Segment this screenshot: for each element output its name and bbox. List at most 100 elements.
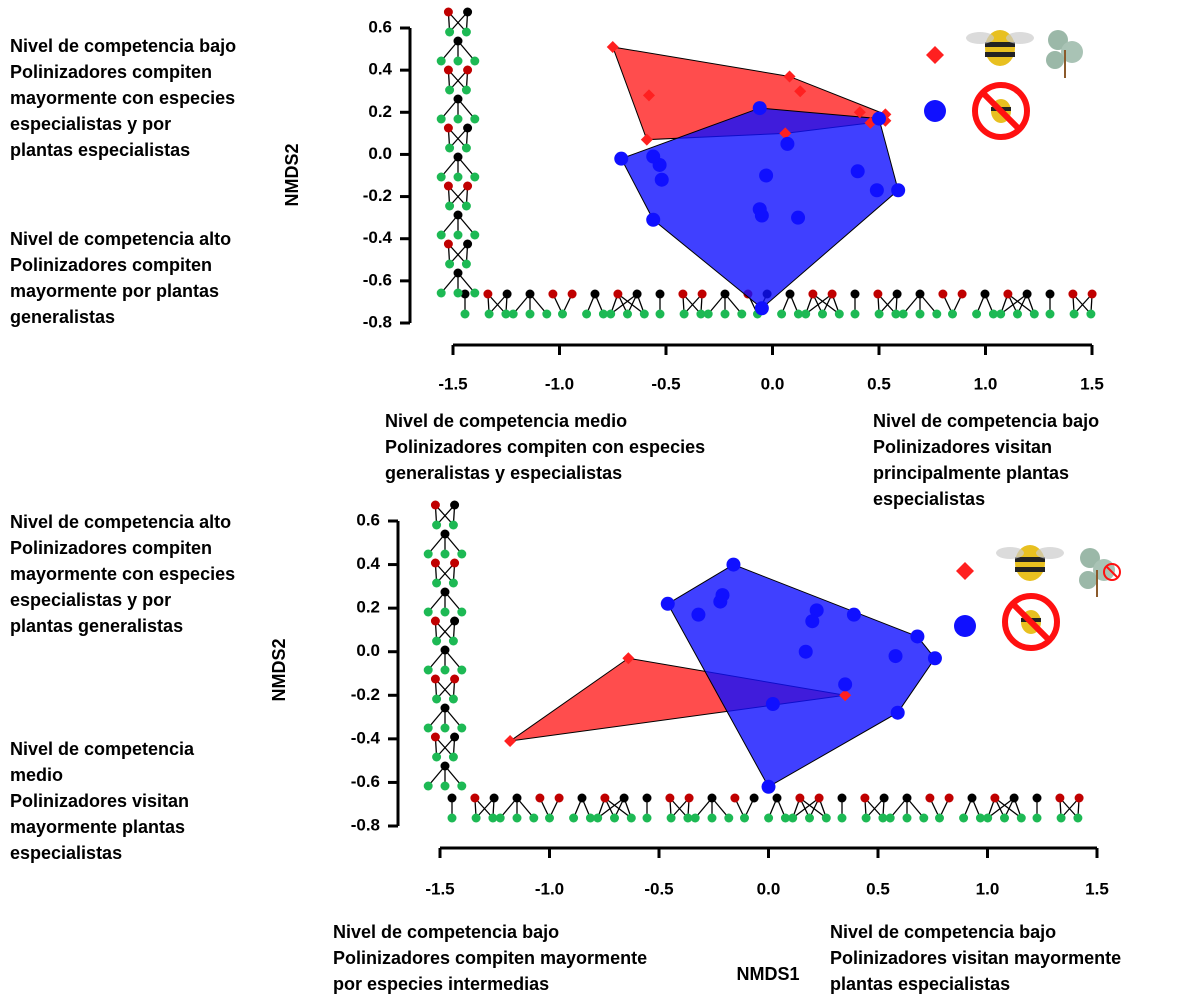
y-tick-label: -0.4 [363, 228, 393, 247]
legend-top [924, 30, 1083, 137]
point [655, 173, 669, 187]
motif-node [613, 290, 622, 299]
motif-node [721, 290, 730, 299]
motif-node [444, 182, 453, 191]
annotation: plantas especialistas [830, 974, 1010, 994]
motif-node [620, 794, 629, 803]
motif-node [485, 310, 494, 319]
motif-node [893, 290, 902, 299]
point [889, 649, 903, 663]
point [755, 209, 769, 223]
annotation: Polinizadores compiten [10, 538, 212, 558]
point [799, 645, 813, 659]
motif-node [470, 231, 479, 240]
motif-node [449, 637, 458, 646]
point [726, 558, 740, 572]
annotation: Polinizadores visitan [873, 437, 1052, 457]
motif-node [454, 173, 463, 182]
motif-node [1000, 814, 1009, 823]
motif-node [777, 310, 786, 319]
motif-node [1068, 290, 1077, 299]
motif-node [450, 559, 459, 568]
motif-node [873, 290, 882, 299]
y-tick-label: -0.6 [363, 270, 392, 289]
motif-node [708, 814, 717, 823]
motif-node [838, 814, 847, 823]
x-tick-label: 0.0 [757, 879, 781, 898]
motif-node [424, 666, 433, 675]
motif-node [457, 550, 466, 559]
annotation: plantas generalistas [10, 616, 183, 636]
motif-node [1023, 290, 1032, 299]
motif-node [815, 794, 824, 803]
motif-node [1070, 310, 1079, 319]
motif-node [764, 814, 773, 823]
motif-node [441, 588, 450, 597]
motif-node [1013, 310, 1022, 319]
motif-node [445, 260, 454, 269]
motif-node [972, 310, 981, 319]
motif-node [786, 290, 795, 299]
motif-node [593, 814, 602, 823]
motif-node [441, 530, 450, 539]
motif-node [462, 28, 471, 37]
y-tick-label: -0.8 [351, 815, 380, 834]
legend-marker [956, 562, 974, 580]
y-tick-label: -0.2 [351, 685, 380, 704]
motif-node [454, 269, 463, 278]
legend-marker [926, 46, 944, 64]
annotation: especialistas [873, 489, 985, 509]
motif-node [431, 501, 440, 510]
annotation: especialistas y por [10, 590, 171, 610]
motif-node [445, 144, 454, 153]
motif-node [441, 704, 450, 713]
legend-marker [954, 615, 976, 637]
motif-node [665, 794, 674, 803]
motif-node [513, 794, 522, 803]
motif-node [432, 521, 441, 530]
motif-node [851, 290, 860, 299]
motif-node [432, 579, 441, 588]
y-tick-label: 0.2 [368, 102, 392, 121]
point [838, 677, 852, 691]
motif-node [432, 637, 441, 646]
motif-node [805, 814, 814, 823]
motif-node [432, 695, 441, 704]
motif-node [457, 724, 466, 733]
motif-node [724, 814, 733, 823]
motif-node [437, 173, 446, 182]
annotation: Polinizadores compiten [10, 255, 212, 275]
motif-node [432, 753, 441, 762]
motif-node [470, 173, 479, 182]
annotation: Polinizadores visitan [10, 791, 189, 811]
y-tick-label: 0.6 [356, 510, 380, 529]
motif-node [795, 794, 804, 803]
x-tick-label: 1.0 [976, 879, 1000, 898]
motif-node [454, 115, 463, 124]
x-tick-label: 1.5 [1080, 374, 1104, 393]
motif-node [450, 675, 459, 684]
y-tick-label: 0.4 [368, 60, 392, 79]
motif-node [737, 310, 746, 319]
y-tick-label: -0.6 [351, 772, 380, 791]
point [646, 213, 660, 227]
motif-node [606, 310, 615, 319]
point [891, 706, 905, 720]
motif-node [441, 646, 450, 655]
motif-node [454, 57, 463, 66]
motif-node [441, 724, 450, 733]
point [805, 614, 819, 628]
point [753, 101, 767, 115]
motif-node [454, 37, 463, 46]
motif-node [600, 794, 609, 803]
motif-node [990, 794, 999, 803]
motif-node [444, 240, 453, 249]
motif-node [470, 289, 479, 298]
motif-node [463, 8, 472, 17]
motif-node [959, 814, 968, 823]
annotation: generalistas [10, 307, 115, 327]
motif-node [431, 559, 440, 568]
motif-node [457, 666, 466, 675]
motif-node [886, 814, 895, 823]
annotation: Nivel de competencia alto [10, 229, 231, 249]
